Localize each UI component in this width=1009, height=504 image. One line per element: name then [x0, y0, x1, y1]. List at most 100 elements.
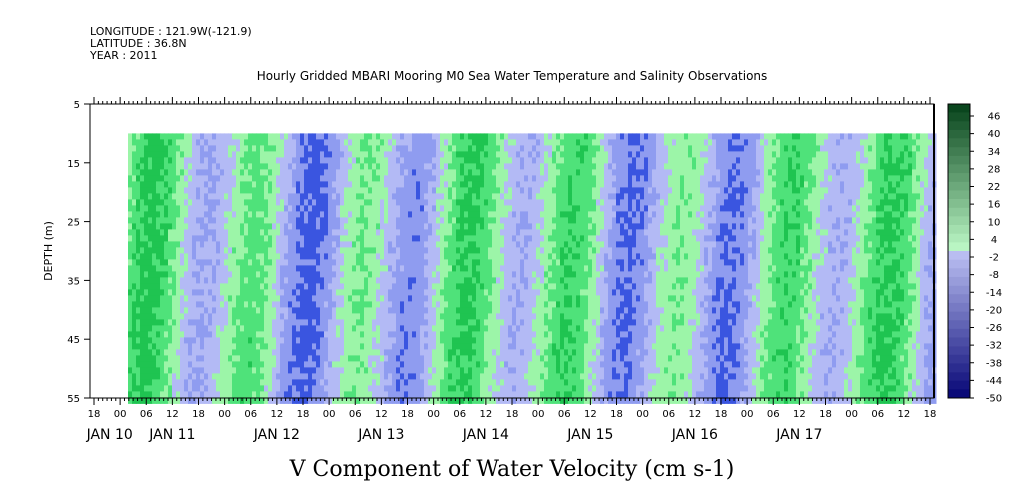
- heatmap-cell: [336, 235, 341, 242]
- heatmap-cell: [292, 199, 297, 206]
- heatmap-cell: [316, 301, 321, 308]
- heatmap-cell: [156, 145, 161, 152]
- heatmap-cell: [560, 337, 565, 344]
- heatmap-cell: [384, 397, 389, 404]
- heatmap-cell: [508, 277, 513, 284]
- heatmap-cell: [344, 295, 349, 302]
- heatmap-cell: [244, 133, 249, 140]
- heatmap-cell: [440, 319, 445, 326]
- heatmap-cell: [564, 355, 569, 362]
- heatmap-cell: [516, 367, 521, 374]
- heatmap-cell: [240, 253, 245, 260]
- heatmap-cell: [548, 331, 553, 338]
- heatmap-cell: [144, 205, 149, 212]
- heatmap-cell: [444, 199, 449, 206]
- heatmap-cell: [304, 145, 309, 152]
- heatmap-cell: [232, 295, 237, 302]
- heatmap-cell: [488, 391, 493, 398]
- heatmap-cell: [344, 283, 349, 290]
- heatmap-cell: [548, 343, 553, 350]
- heatmap-cell: [500, 217, 505, 224]
- heatmap-cell: [236, 235, 241, 242]
- heatmap-cell: [132, 157, 137, 164]
- heatmap-cell: [288, 367, 293, 374]
- heatmap-cell: [512, 169, 517, 176]
- heatmap-cell: [288, 343, 293, 350]
- heatmap-cell: [448, 145, 453, 152]
- heatmap-cell: [472, 151, 477, 158]
- heatmap-cell: [148, 199, 153, 206]
- heatmap-cell: [208, 295, 213, 302]
- heatmap-cell: [216, 337, 221, 344]
- heatmap-cell: [140, 139, 145, 146]
- heatmap-cell: [496, 157, 501, 164]
- heatmap-cell: [560, 253, 565, 260]
- heatmap-cell: [288, 313, 293, 320]
- heatmap-cell: [344, 229, 349, 236]
- heatmap-cell: [356, 283, 361, 290]
- heatmap-cell: [384, 139, 389, 146]
- heatmap-cell: [244, 187, 249, 194]
- heatmap-cell: [496, 319, 501, 326]
- heatmap-cell: [424, 367, 429, 374]
- heatmap-cell: [352, 151, 357, 158]
- heatmap-cell: [500, 175, 505, 182]
- heatmap-cell: [412, 175, 417, 182]
- heatmap-cell: [172, 139, 177, 146]
- heatmap-cell: [556, 391, 561, 398]
- heatmap-cell: [196, 307, 201, 314]
- heatmap-cell: [432, 295, 437, 302]
- heatmap-cell: [372, 373, 377, 380]
- heatmap-cell: [192, 247, 197, 254]
- heatmap-cell: [464, 181, 469, 188]
- heatmap-cell: [408, 235, 413, 242]
- heatmap-cell: [128, 385, 133, 392]
- heatmap-cell: [336, 385, 341, 392]
- heatmap-cell: [276, 355, 281, 362]
- heatmap-cell: [160, 325, 165, 332]
- heatmap-cell: [128, 223, 133, 230]
- heatmap-cell: [372, 139, 377, 146]
- heatmap-cell: [228, 205, 233, 212]
- heatmap-cell: [324, 367, 329, 374]
- heatmap-cell: [380, 259, 385, 266]
- heatmap-cell: [416, 265, 421, 272]
- heatmap-cell: [504, 163, 509, 170]
- heatmap-cell: [488, 325, 493, 332]
- heatmap-cell: [344, 379, 349, 386]
- heatmap-cell: [140, 355, 145, 362]
- heatmap-cell: [236, 361, 241, 368]
- heatmap-cell: [488, 313, 493, 320]
- heatmap-cell: [420, 301, 425, 308]
- heatmap-cell: [204, 241, 209, 248]
- heatmap-cell: [316, 265, 321, 272]
- heatmap-cell: [236, 337, 241, 344]
- heatmap-cell: [412, 367, 417, 374]
- heatmap-cell: [500, 367, 505, 374]
- heatmap-cell: [244, 265, 249, 272]
- heatmap-cell: [240, 175, 245, 182]
- heatmap-cell: [524, 163, 529, 170]
- heatmap-cell: [420, 277, 425, 284]
- heatmap-cell: [164, 367, 169, 374]
- heatmap-cell: [220, 337, 225, 344]
- heatmap-cell: [372, 307, 377, 314]
- heatmap-cell: [376, 229, 381, 236]
- heatmap-cell: [376, 277, 381, 284]
- heatmap-cell: [444, 283, 449, 290]
- heatmap-cell: [488, 301, 493, 308]
- heatmap-cell: [396, 229, 401, 236]
- heatmap-cell: [400, 319, 405, 326]
- heatmap-cell: [528, 265, 533, 272]
- heatmap-cell: [144, 223, 149, 230]
- heatmap-cell: [480, 385, 485, 392]
- heatmap-cell: [552, 229, 557, 236]
- heatmap-cell: [508, 337, 513, 344]
- heatmap-cell: [476, 313, 481, 320]
- heatmap-cell: [556, 265, 561, 272]
- heatmap-cell: [512, 307, 517, 314]
- heatmap-cell: [236, 325, 241, 332]
- heatmap-cell: [356, 337, 361, 344]
- heatmap-cell: [188, 139, 193, 146]
- heatmap-cell: [504, 307, 509, 314]
